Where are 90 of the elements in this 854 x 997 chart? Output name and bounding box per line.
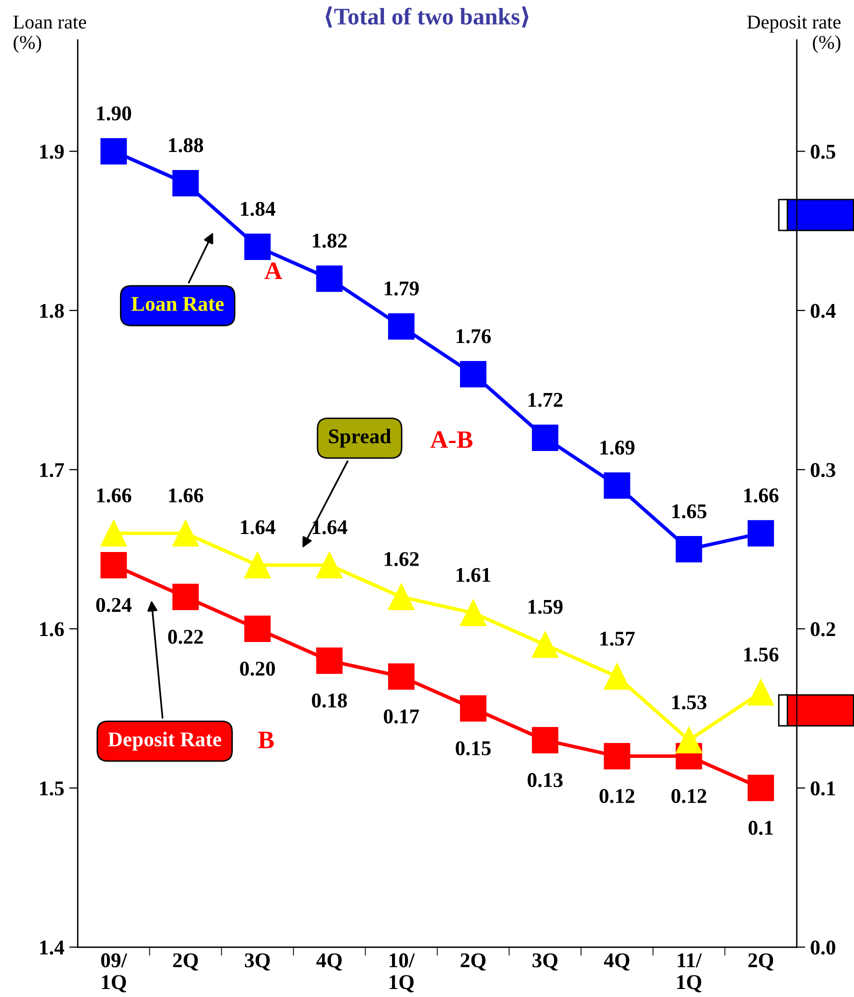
point [244,552,271,578]
data-label: 1.66 [97,488,132,502]
data-label: 0.24 [96,598,132,612]
text: Deposit Rate [108,732,222,751]
y2-tick-label: 0.3 [810,463,836,478]
point [388,584,414,610]
x-tick-label: 2Q [173,953,198,971]
data-label: 0.13 [528,773,563,788]
data-label: 1.66 [169,488,204,502]
data-label: 1.84 [240,202,276,216]
data-label: 1.90 [97,106,132,120]
point [460,360,486,388]
data-label: 0.15 [456,741,491,756]
data-label: 0.20 [240,662,275,676]
point [604,742,630,770]
x-tick-label: 09/ 1Q [101,953,128,992]
y-tick-label: 1.6 [40,622,64,636]
y2-tick-label: 0.4 [810,304,836,318]
x-tick-label: 4Q [316,953,342,971]
data-label: 0.12 [671,788,706,804]
data-label: 0.12 [600,788,634,804]
point [316,647,343,674]
annotation: A-B [430,431,472,448]
data-label: 1.76 [456,329,491,344]
data-label: 1.57 [600,632,635,646]
data-label: 1.79 [384,281,419,296]
text: Loan Rate [131,297,224,311]
x-tick-label: 2Q [748,953,774,971]
text: Spread [329,428,392,448]
point [676,536,702,562]
point [604,663,630,690]
chart-title: ⟨Total of two banks⟩ [326,6,528,28]
x-tick-label: 11/ 1Q [677,953,702,992]
point [532,727,558,754]
point [388,663,414,690]
data-label: 1.56 [744,648,778,662]
y2-tick-label: 0.0 [810,940,836,955]
x-tick-label: 3Q [244,953,270,971]
y2-tick-label: 0.2 [810,622,836,636]
point [316,265,343,292]
point [316,552,343,578]
y2-tick-label: 0.1 [810,781,835,796]
annotation: A [264,262,282,280]
data-label: 0.22 [168,630,203,644]
data-label: 1.53 [672,695,706,710]
data-label: 0.17 [384,709,420,724]
y-tick-label: 1.5 [40,781,64,796]
point [748,774,774,802]
data-label: 1.66 [744,488,778,502]
data-label: 1.62 [384,552,419,566]
point [532,632,558,658]
point [172,520,199,546]
point [748,520,774,546]
data-label: 1.82 [312,234,347,248]
point [100,520,127,546]
data-label: 1.65 [672,504,706,518]
y-tick-label: 1.7 [40,463,64,478]
point [244,234,271,260]
x-tick-label: 2Q [460,953,486,971]
x-tick-label: 3Q [532,953,558,971]
y2-tick-label: 0.5 [810,144,836,159]
annotation: B [258,732,274,748]
x-tick-label: 10/ 1Q [390,953,415,992]
y-tick-label: 1.8 [40,304,64,318]
point [748,679,774,706]
point [460,600,486,626]
data-label: 1.61 [456,568,490,582]
point [604,472,630,499]
y-tick-label: 1.9 [40,144,64,159]
data-label: 1.64 [240,520,276,534]
point [676,727,702,754]
point [172,584,199,610]
point [388,313,414,340]
point [244,616,271,642]
y-axis-title: Loan rate (%) [13,16,86,53]
data-label: 0.18 [312,693,347,708]
y2-axis-title: Deposit rate (%) [747,16,841,53]
point [532,424,558,451]
data-label: 0.1 [748,820,773,835]
point [100,552,127,578]
data-label: 1.72 [528,392,562,407]
data-label: 1.64 [312,520,348,534]
point [172,170,199,196]
data-label: 1.88 [169,138,204,152]
data-label: 1.59 [528,600,563,614]
point [100,138,127,164]
point [460,695,486,722]
y-tick-label: 1.4 [40,940,64,955]
data-label: 1.69 [600,440,634,455]
x-tick-label: 4Q [604,953,630,971]
